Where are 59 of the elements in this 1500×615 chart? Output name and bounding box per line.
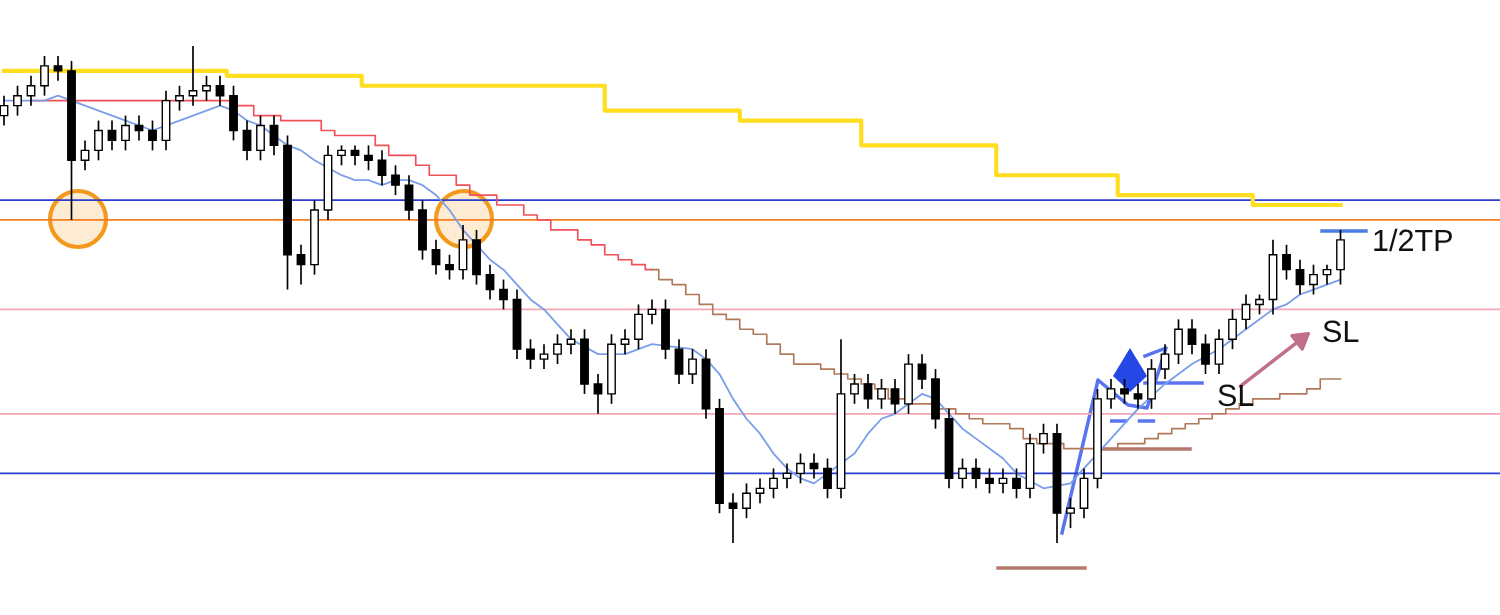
candlestick	[202, 74, 211, 102]
candlestick	[1201, 333, 1210, 375]
candlestick	[958, 457, 967, 490]
candlestick	[742, 482, 751, 519]
candlestick	[175, 84, 184, 112]
candlestick	[94, 119, 103, 162]
candlestick	[850, 373, 859, 405]
candlestick	[553, 333, 562, 365]
candlestick	[1228, 308, 1237, 351]
candlestick	[364, 144, 373, 172]
candlestick	[1282, 243, 1291, 281]
candlestick	[1160, 343, 1170, 380]
candlestick	[215, 74, 225, 107]
candlestick	[985, 467, 994, 495]
candlestick	[296, 243, 306, 286]
candlestick	[121, 114, 130, 152]
candlestick	[539, 343, 549, 370]
candlestick	[1066, 497, 1075, 529]
candlestick	[269, 114, 279, 157]
candlestick	[499, 278, 508, 311]
candlestick	[40, 55, 49, 97]
candlestick	[1309, 263, 1318, 296]
candlestick	[796, 452, 805, 485]
candlestick	[242, 119, 252, 162]
candlestick	[1106, 378, 1116, 410]
candlestick	[0, 94, 9, 127]
annotation: SL	[1218, 384, 1254, 407]
candlestick	[1012, 467, 1021, 500]
candlestick	[485, 263, 495, 301]
candlestick	[13, 84, 22, 117]
annotation: SL	[1323, 320, 1359, 343]
candlestick	[877, 378, 886, 410]
candlestick	[769, 467, 778, 500]
candlestick	[445, 253, 454, 281]
candlestick	[26, 74, 36, 107]
candlestick	[1187, 318, 1197, 355]
candlestick	[107, 119, 117, 152]
candlestick	[1295, 258, 1305, 296]
candlestick	[1133, 383, 1143, 410]
candlestick	[823, 457, 832, 500]
candlestick	[53, 55, 63, 82]
candlestick	[593, 373, 603, 415]
candlestick	[431, 238, 441, 276]
candlestick	[1241, 293, 1251, 331]
text: 1/2TP	[1374, 228, 1452, 252]
candlestick	[1255, 293, 1264, 316]
candlestick	[80, 139, 90, 172]
candlestick	[917, 353, 927, 390]
candlestick	[971, 457, 981, 490]
candlestick	[890, 378, 900, 415]
candlestick	[688, 348, 697, 385]
candlestick	[337, 144, 346, 167]
candlestick	[1039, 422, 1048, 455]
candlestick	[377, 149, 387, 186]
candlestick	[1120, 378, 1129, 405]
candlestick	[526, 338, 535, 370]
candlestick	[863, 373, 873, 410]
candlestick	[148, 119, 157, 152]
candlestick	[391, 164, 400, 196]
